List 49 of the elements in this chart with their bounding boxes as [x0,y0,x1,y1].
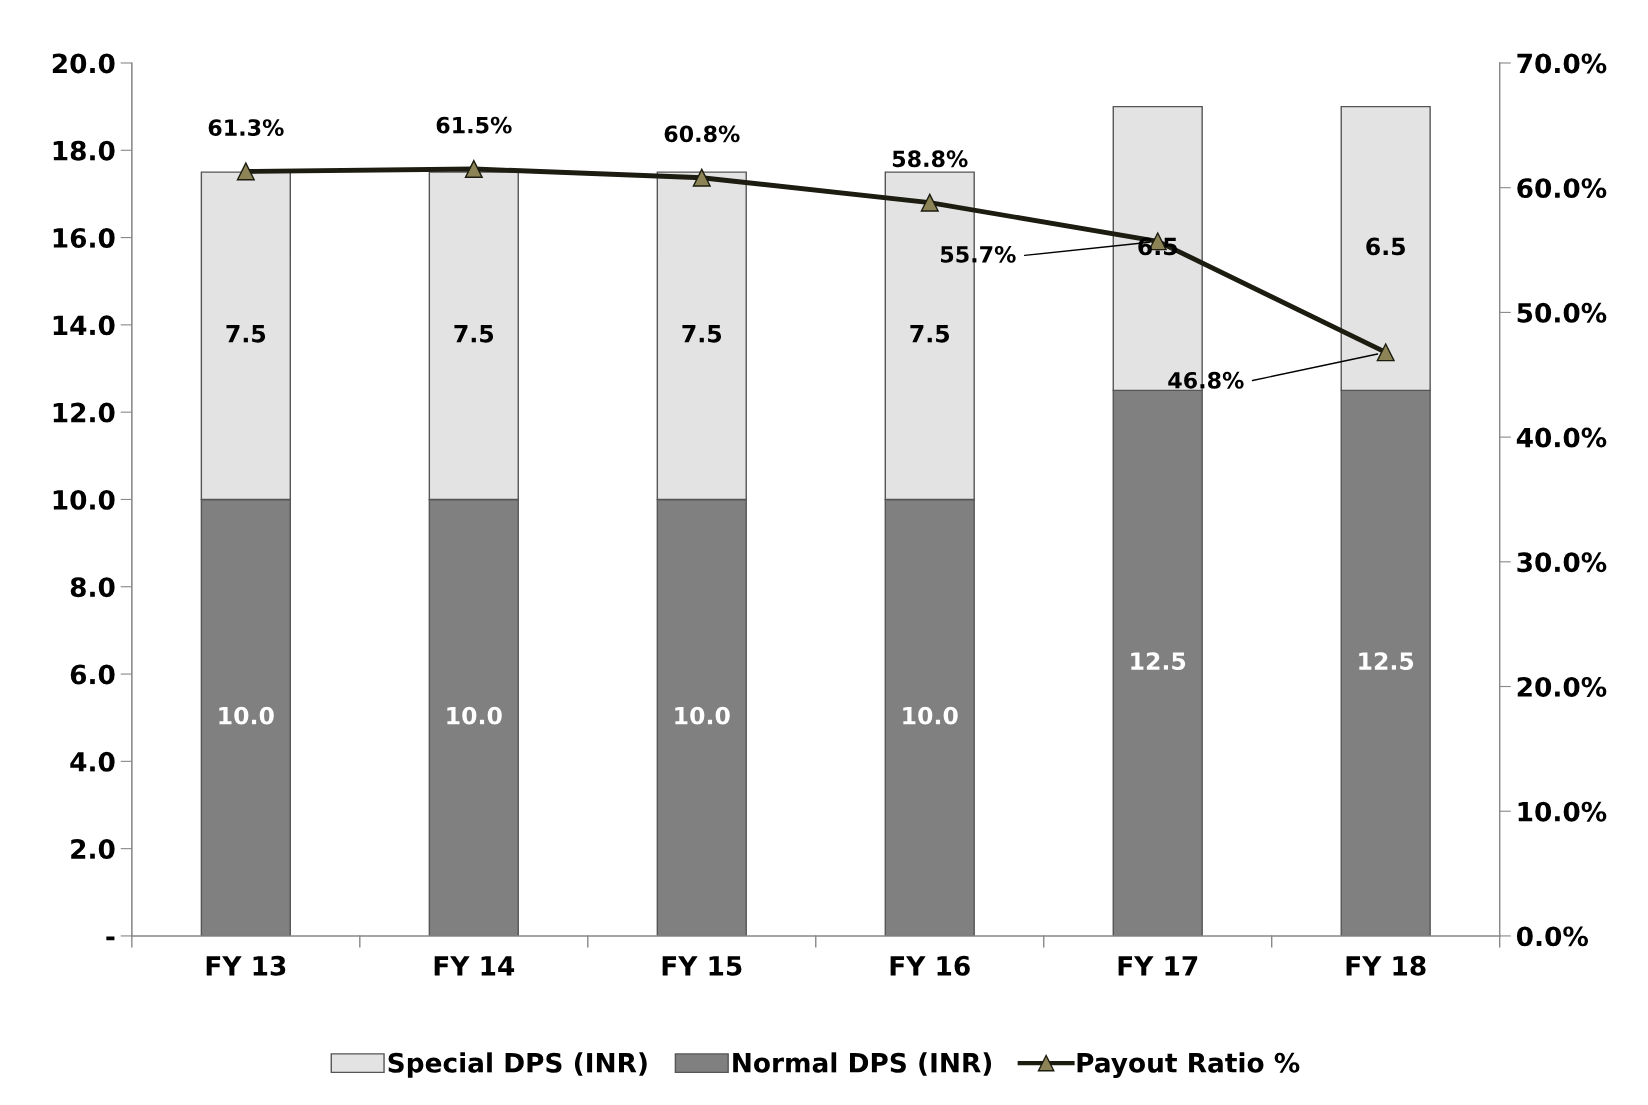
data-label: 6.5 [1138,237,1177,256]
y2-tick-label: 70.0% [1517,53,1607,74]
data-label: 7.5 [226,325,266,343]
x-tick-label: FY 18 [1346,955,1426,976]
x-tick-label: FY 17 [1118,956,1198,976]
data-label: 10.0 [903,706,958,725]
data-label: 58.8% [892,150,968,168]
y2-tick-label: 30.0% [1517,552,1607,573]
y-tick-label: - [106,936,115,941]
legend-label: Payout Ratio % [1077,1052,1300,1079]
point [236,162,255,181]
y2-tick-label: 0.0% [1516,926,1588,947]
y-tick-label: 18.0 [53,140,115,161]
y2-tick-label: 60.0% [1517,178,1607,199]
data-label: 10.0 [447,706,502,725]
point [1376,343,1395,362]
point [692,168,711,187]
y2-tick-label: 40.0% [1516,427,1607,448]
data-label: 7.5 [910,325,950,343]
data-label: 61.3% [208,119,284,136]
y-tick-label: 10.0 [53,489,115,510]
y-tick-label: 12.0 [53,402,115,423]
data-label: 6.5 [1366,237,1405,256]
y-tick-label: 20.0 [52,53,115,74]
x-tick-label: FY 16 [890,955,970,976]
y-tick-label: 8.0 [70,577,115,598]
data-label: 7.5 [682,325,722,343]
data-label: 12.5 [1359,652,1414,670]
y-tick-label: 4.0 [70,751,115,772]
y2-tick-label: 50.0% [1517,302,1607,323]
data-label: 61.5% [436,116,512,134]
legend-label: Special DPS (INR) [388,1052,647,1078]
data-label: 10.0 [675,706,730,725]
y2-tick-label: 20.0% [1517,676,1607,697]
y-tick-label: 14.0 [53,315,115,336]
point [464,159,483,179]
y2-tick-label: 10.0% [1518,801,1607,822]
data-label: 10.0 [219,706,274,725]
y-tick-label: 16.0 [53,228,115,248]
data-label: 60.8% [664,125,740,143]
point [920,193,939,212]
x-tick-label: FY 14 [434,956,515,976]
x-tick-label: FY 15 [662,956,742,976]
x-tick-label: FY 13 [206,955,286,976]
data-label: 12.5 [1131,652,1186,670]
y-tick-label: 2.0 [71,839,115,860]
y-tick-label: 6.0 [70,664,115,685]
legend-label: Normal DPS (INR) [733,1052,992,1076]
data-label: 7.5 [454,325,494,343]
